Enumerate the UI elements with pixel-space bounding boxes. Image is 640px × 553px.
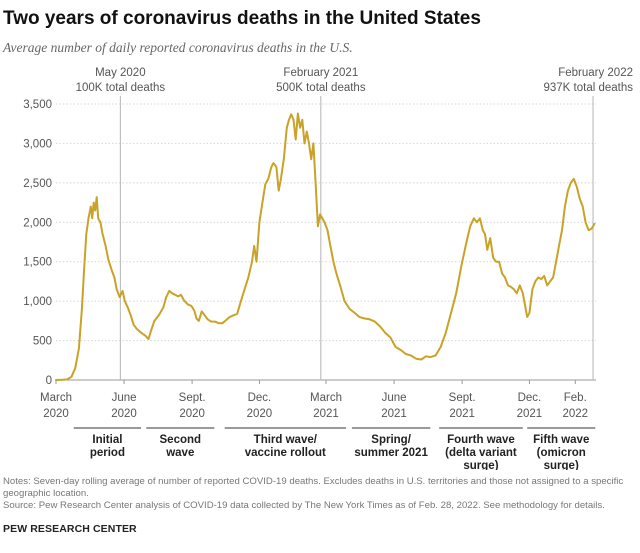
y-tick-label: 500 [33, 336, 52, 348]
x-tick-label: March [40, 392, 72, 404]
x-tick-label: Dec. [248, 392, 272, 404]
x-tick-label: Dec. [518, 392, 542, 404]
period-label: period [90, 447, 125, 459]
y-tick-label: 2,500 [23, 178, 52, 190]
milestone-label: 100K total deaths [76, 82, 166, 94]
deaths-series-line [55, 112, 596, 381]
chart-title: Two years of coronavirus deaths in the U… [3, 8, 481, 29]
milestone-label: 500K total deaths [276, 82, 366, 94]
notes: Notes: Seven-day rolling average of numb… [3, 476, 637, 512]
milestone-label: 937K total deaths [543, 82, 633, 94]
period-label: wave [165, 447, 194, 459]
x-tick-label: June [382, 392, 407, 404]
x-tick-label: Feb. [564, 392, 587, 404]
notes-text: Notes: Seven-day rolling average of numb… [3, 476, 624, 499]
x-tick-label: 2021 [517, 408, 543, 420]
y-tick-label: 1,000 [23, 296, 52, 308]
x-tick-label: Sept. [179, 392, 206, 404]
source-text: Source: Pew Research Center analysis of … [3, 500, 605, 511]
y-tick-label: 1,500 [23, 257, 52, 269]
x-tick-label: Sept. [449, 392, 476, 404]
period-label: Fifth wave [533, 434, 589, 446]
period-label: surge) [463, 460, 498, 470]
period-label: (omicron [537, 447, 586, 459]
period-label: Initial [92, 434, 122, 446]
y-tick-label: 3,000 [23, 138, 52, 150]
brand-name: PEW RESEARCH CENTER [3, 523, 137, 535]
period-label: Spring/ [371, 434, 411, 446]
period-label: vaccine rollout [245, 447, 326, 459]
x-tick-label: 2022 [562, 408, 588, 420]
y-tick-label: 0 [46, 375, 52, 387]
x-tick-label: June [112, 392, 137, 404]
milestone-label: May 2020 [95, 67, 146, 79]
period-label: surge) [544, 460, 579, 470]
x-tick-label: 2020 [179, 408, 205, 420]
y-tick-label: 3,500 [23, 99, 52, 111]
period-label: (delta variant [445, 447, 517, 459]
x-tick-label: 2020 [247, 408, 273, 420]
x-tick-label: 2021 [449, 408, 475, 420]
milestone-label: February 2021 [283, 67, 358, 79]
y-tick-label: 2,000 [23, 217, 52, 229]
period-label: Fourth wave [447, 434, 515, 446]
line-chart: 0 500 1,000 1,500 2,000 2,500 3,000 3,500 March 2… [23, 67, 633, 470]
x-tick-label: 2020 [111, 408, 137, 420]
chart-subtitle: Average number of daily reported coronav… [3, 40, 353, 55]
period-label: Third wave/ [254, 434, 318, 446]
milestone-label: February 2022 [558, 67, 633, 79]
x-tick-label: March [310, 392, 342, 404]
x-tick-label: 2021 [381, 408, 407, 420]
x-tick-label: 2020 [43, 408, 69, 420]
period-label: Second [160, 434, 202, 446]
x-tick-label: 2021 [313, 408, 339, 420]
period-label: summer 2021 [354, 447, 428, 459]
